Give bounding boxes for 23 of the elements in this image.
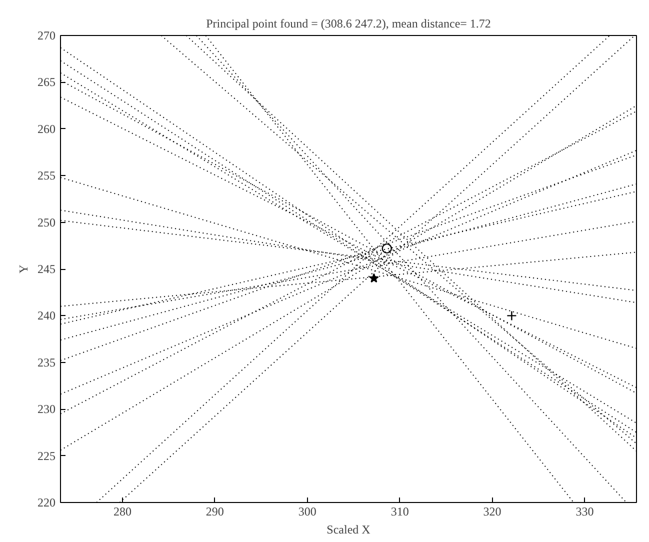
x-axis-title: Scaled X (326, 522, 371, 536)
y-tick-label: 260 (38, 122, 56, 136)
x-tick-label: 280 (113, 504, 132, 518)
y-tick-label: 245 (38, 262, 56, 276)
y-tick-label: 250 (38, 215, 56, 230)
chart-title: Principal point found = (308.6 247.2), mean distance= 1.72 (206, 16, 491, 30)
point (369, 273, 379, 283)
x-tick-label: 300 (298, 504, 316, 518)
y-tick-label: 255 (38, 168, 56, 183)
point (506, 310, 517, 321)
point (382, 243, 392, 254)
x-tick-label: 290 (206, 504, 224, 518)
y-tick-label: 230 (38, 402, 56, 416)
y-tick-label: 235 (38, 355, 56, 370)
x-tick-label: 330 (576, 504, 594, 518)
y-tick-label: 270 (38, 28, 56, 42)
y-tick-label: 220 (38, 496, 56, 510)
y-tick-label: 240 (38, 308, 56, 323)
y-tick-label: 225 (38, 448, 56, 463)
y-axis-title: Y (16, 264, 30, 274)
y-tick-label: 265 (38, 75, 56, 90)
x-tick-label: 320 (483, 504, 502, 518)
x-tick-label: 310 (390, 504, 409, 518)
